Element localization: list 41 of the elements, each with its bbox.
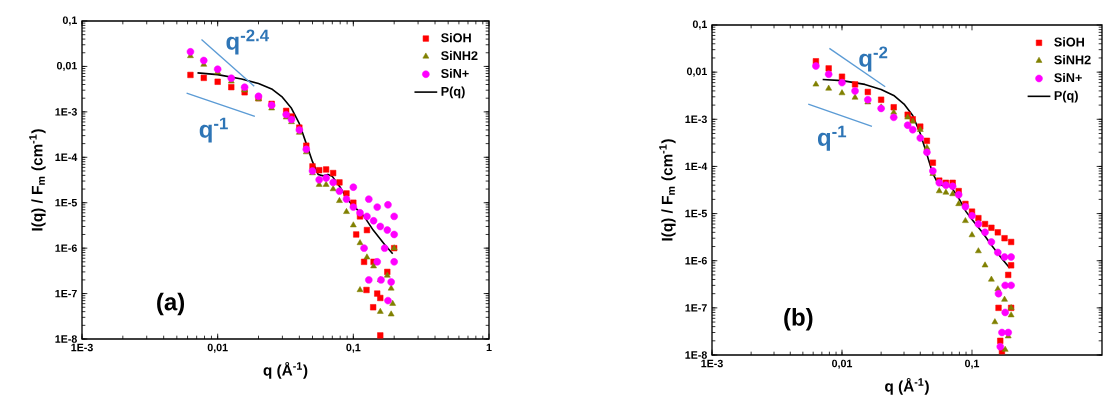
x-tick-label: 0,1 (965, 359, 980, 369)
y-axis-title: I(q) / F$_{m}$ (cm$^{-1}$) (659, 139, 676, 241)
legend-label: SiOH (441, 32, 471, 43)
y-tick-label: 0,01 (686, 67, 707, 77)
legend-label: SiOH (1054, 37, 1084, 47)
legend-label: SiNH2 (1054, 55, 1091, 65)
y-tick-label: 0,1 (692, 20, 707, 30)
annotation: q$^{-1}$ (199, 117, 228, 143)
annotation: (b) (784, 308, 813, 331)
x-tick-label: 0,01 (207, 343, 228, 353)
x-tick-label: 1E-3 (71, 343, 93, 352)
annotation: (a) (157, 292, 185, 316)
y-tick-label: 1E-3 (685, 115, 707, 124)
x-tick-label: 1E-3 (701, 359, 723, 368)
legend-label: SiN+ (1054, 72, 1082, 83)
y-tick-label: 1E-4 (55, 153, 78, 161)
x-tick-label: 0,01 (832, 359, 853, 369)
x-tick-label: 1 (486, 343, 492, 352)
legend-label: SiN+ (441, 68, 469, 78)
y-tick-label: 1E-7 (55, 289, 77, 298)
y-tick-label: 1E-8 (55, 335, 77, 343)
legend-label: P(q) (441, 86, 465, 99)
y-tick-label: 0,1 (62, 16, 77, 26)
legend-label: P(q) (1054, 90, 1078, 103)
y-tick-label: 1E-4 (685, 162, 708, 171)
y-tick-label: 1E-6 (55, 244, 77, 252)
x-axis-title: q (Å$^{-1}$) (263, 361, 308, 379)
y-tick-label: 0,01 (56, 61, 77, 71)
x-tick-label: 0,1 (346, 343, 361, 353)
y-tick-label: 1E-7 (685, 304, 707, 312)
y-tick-label: 1E-3 (55, 108, 77, 116)
annotation: q$^{-2.4}$ (226, 29, 270, 55)
legend-label: SiNH2 (441, 50, 478, 61)
annotation: q$^{-1}$ (817, 125, 847, 151)
x-axis-title: q (Å$^{-1}$) (885, 377, 929, 395)
y-tick-label: 1E-8 (685, 351, 707, 359)
annotation: q$^{-2}$ (859, 46, 888, 72)
y-axis-title: I(q) / F$_{m}$ (cm$^{-1}$) (29, 129, 46, 231)
y-tick-label: 1E-6 (685, 256, 707, 265)
y-tick-label: 1E-5 (55, 199, 77, 207)
y-tick-label: 1E-5 (685, 209, 707, 218)
